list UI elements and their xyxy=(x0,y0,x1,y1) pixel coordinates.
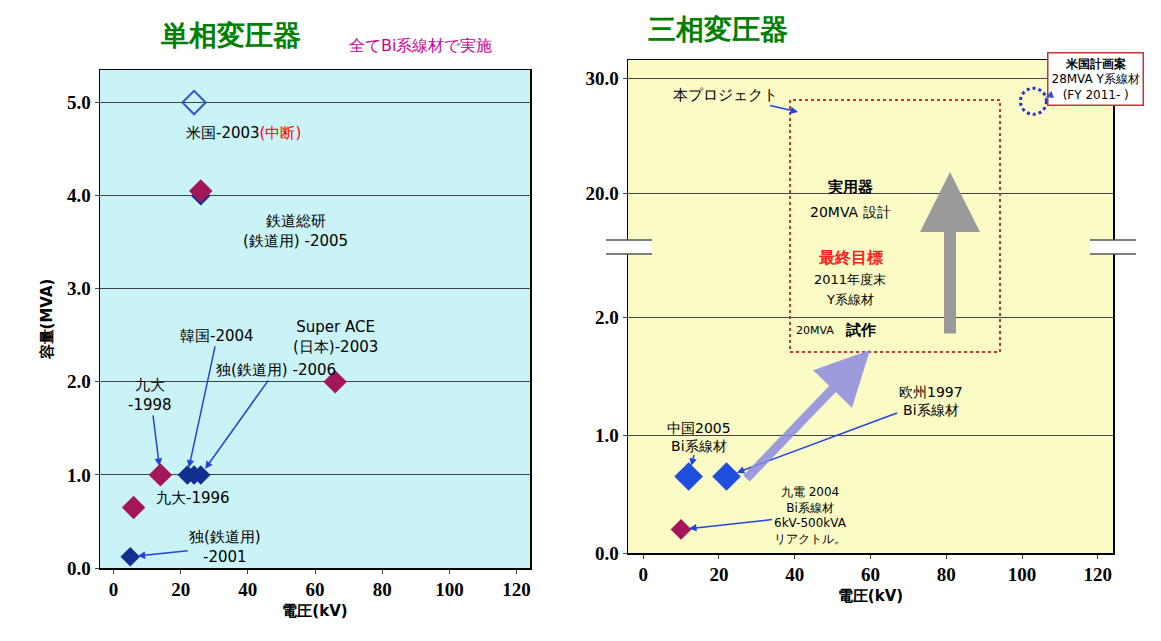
svg-text:米国計画案28MVA Y系線材(FY 2011- ): 米国計画案28MVA Y系線材(FY 2011- ) xyxy=(1052,57,1140,102)
svg-text:0: 0 xyxy=(109,579,119,600)
svg-text:欧州1997Bi系線材: 欧州1997Bi系線材 xyxy=(899,384,963,418)
svg-text:60: 60 xyxy=(861,564,880,585)
svg-text:米国-2003(中断): 米国-2003(中断) xyxy=(186,124,301,142)
svg-text:最終目標: 最終目標 xyxy=(818,248,883,267)
svg-text:2011年度末: 2011年度末 xyxy=(814,272,886,287)
svg-text:40: 40 xyxy=(785,564,804,585)
svg-text:0.0: 0.0 xyxy=(595,543,619,564)
svg-text:Super ACE(日本)-2003: Super ACE(日本)-2003 xyxy=(293,318,378,356)
svg-text:3.0: 3.0 xyxy=(67,278,91,299)
svg-text:中国2005Bi系線材: 中国2005Bi系線材 xyxy=(667,420,731,454)
svg-text:九大-1998: 九大-1998 xyxy=(128,376,172,414)
svg-text:20: 20 xyxy=(709,564,728,585)
svg-text:100: 100 xyxy=(1008,564,1037,585)
svg-text:80: 80 xyxy=(373,579,392,600)
svg-text:2.0: 2.0 xyxy=(67,371,91,392)
svg-text:電圧(kV): 電圧(kV) xyxy=(282,602,347,620)
svg-text:20: 20 xyxy=(171,579,190,600)
svg-text:0: 0 xyxy=(638,564,648,585)
svg-text:20.0: 20.0 xyxy=(585,183,618,204)
svg-text:独(鉄道用) -2006: 独(鉄道用) -2006 xyxy=(216,361,336,379)
svg-text:1.0: 1.0 xyxy=(595,425,619,446)
svg-text:本プロジェクト: 本プロジェクト xyxy=(673,86,778,104)
svg-text:電圧(kV): 電圧(kV) xyxy=(838,587,903,605)
svg-text:全てBi系線材で実施: 全てBi系線材で実施 xyxy=(349,36,492,55)
svg-text:40: 40 xyxy=(238,579,257,600)
svg-text:単相変圧器: 単相変圧器 xyxy=(160,19,301,52)
svg-text:0.0: 0.0 xyxy=(67,558,91,579)
svg-text:独(鉄道用)-2001: 独(鉄道用)-2001 xyxy=(189,528,261,566)
svg-text:5.0: 5.0 xyxy=(67,92,91,113)
svg-text:20MVA: 20MVA xyxy=(796,324,834,337)
svg-text:九電 2004Bi系線材6kV-500kVAリアクトル。: 九電 2004Bi系線材6kV-500kVAリアクトル。 xyxy=(774,485,847,546)
svg-text:2.0: 2.0 xyxy=(595,307,619,328)
svg-text:試作: 試作 xyxy=(845,321,876,339)
svg-text:4.0: 4.0 xyxy=(67,185,91,206)
svg-text:鉄道総研(鉄道用) -2005: 鉄道総研(鉄道用) -2005 xyxy=(243,212,348,250)
svg-text:韓国-2004: 韓国-2004 xyxy=(180,327,254,345)
svg-text:60: 60 xyxy=(306,579,325,600)
svg-text:実用器: 実用器 xyxy=(827,178,873,196)
svg-text:1.0: 1.0 xyxy=(67,465,91,486)
svg-text:30.0: 30.0 xyxy=(585,68,618,89)
svg-text:Y系線材: Y系線材 xyxy=(826,292,874,307)
svg-text:120: 120 xyxy=(1084,564,1113,585)
svg-text:三相変圧器: 三相変圧器 xyxy=(648,13,788,46)
svg-text:80: 80 xyxy=(937,564,956,585)
svg-text:容量(MVA): 容量(MVA) xyxy=(38,279,56,361)
svg-text:九大-1996: 九大-1996 xyxy=(156,489,230,507)
svg-text:100: 100 xyxy=(435,579,464,600)
svg-text:20MVA 設計: 20MVA 設計 xyxy=(810,204,891,220)
svg-text:120: 120 xyxy=(502,579,531,600)
